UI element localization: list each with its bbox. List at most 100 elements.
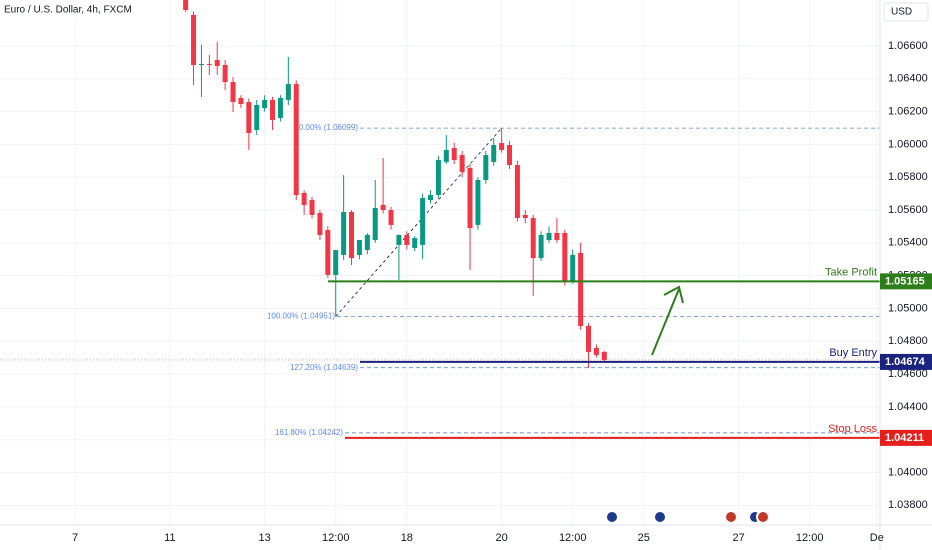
candle-body (214, 60, 220, 66)
plot-area: 0.00% (1.06099) 100.00% (1.04951) 127.20% … (0, 0, 880, 525)
candle-body (451, 147, 457, 160)
level-label: Take Profit (825, 266, 877, 278)
candle-body (191, 14, 197, 65)
price-tag-label: 1.05165 (885, 275, 925, 287)
candle-body (593, 347, 599, 356)
candle-body (317, 212, 323, 235)
y-tick-label: 1.04800 (888, 335, 928, 347)
y-tick-label: 1.04000 (888, 466, 928, 478)
candle-body (388, 210, 394, 225)
y-tick-label: 1.04400 (888, 401, 928, 413)
x-tick-label: 13 (259, 532, 271, 544)
candle-body (238, 97, 244, 105)
event-icons (605, 510, 770, 524)
y-tick-label: 1.05400 (888, 237, 928, 249)
candle-body (198, 63, 204, 65)
fib-label: 100.00% (1.04951) (267, 312, 335, 321)
candle-body (554, 232, 560, 241)
x-tick-label: 11 (164, 532, 175, 544)
candle-body (586, 325, 592, 352)
candle-body (499, 143, 505, 150)
x-tick-label: De (870, 532, 884, 544)
x-tick-label: 12:00 (559, 532, 587, 544)
candle-body (443, 149, 449, 162)
y-tick-label: 1.03800 (888, 499, 928, 511)
candle-body (380, 204, 386, 210)
candle-body (428, 195, 434, 200)
x-tick-label: 20 (495, 532, 507, 544)
currency: USD (891, 7, 912, 18)
candle-body (262, 99, 268, 108)
candle-body (546, 232, 552, 241)
event-icon[interactable] (724, 510, 738, 524)
x-tick-label: 25 (638, 532, 650, 544)
currency-box[interactable] (883, 2, 929, 22)
candle-body (356, 240, 362, 255)
candle-body (270, 99, 276, 120)
y-tick-label: 1.06600 (888, 40, 928, 52)
candle-body (183, 0, 189, 11)
candle-body (222, 64, 228, 83)
fib-label: 161.80% (1.04242) (275, 428, 343, 437)
y-tick-label: 1.05000 (888, 302, 928, 314)
event-icon[interactable] (653, 510, 667, 524)
candle-body (325, 230, 331, 275)
y-tick-label: 1.06000 (888, 138, 928, 150)
level-label: Buy Entry (829, 347, 877, 359)
candle-body (309, 199, 315, 215)
price-tag (880, 429, 932, 446)
candle-body (277, 97, 283, 118)
candle-body (372, 208, 378, 241)
candle-body (230, 82, 236, 103)
candle-body (301, 192, 307, 205)
arrow-head (663, 285, 684, 304)
axes: 1.06600 1.06400 1.06200 1.06000 1.05800 1.056… (72, 40, 932, 544)
fib-label: 127.20% (1.04639) (290, 363, 358, 372)
candle-body (285, 84, 291, 100)
x-tick-label: 12:00 (796, 532, 824, 544)
candle-body (562, 232, 568, 283)
candle-body (435, 159, 441, 196)
candle-body (349, 211, 355, 259)
event-icon[interactable] (605, 510, 619, 524)
candle-body (420, 198, 426, 245)
candle-body (475, 179, 481, 225)
x-tick-label: 7 (72, 532, 78, 544)
candle-body (570, 254, 576, 283)
y-tick-label: 1.05800 (888, 171, 928, 183)
price-tag (880, 273, 932, 290)
level-label: Stop Loss (828, 423, 877, 435)
x-tick-label: 12:00 (322, 532, 350, 544)
x-tick-label: 27 (732, 532, 744, 544)
chart-title: Euro / U.S. Dollar, 4h, FXCM (4, 5, 132, 16)
candle-body (538, 234, 544, 259)
candle-body (483, 155, 489, 180)
candle-body (254, 105, 260, 130)
candle-body (507, 145, 513, 166)
price-tag-label: 1.04674 (885, 356, 926, 368)
price-tag-label: 1.04211 (885, 432, 924, 444)
fib-label: 0.00% (1.06099) (299, 123, 358, 132)
candle-body (404, 234, 410, 245)
y-tick-label: 1.04600 (888, 368, 928, 380)
candle-body (530, 218, 536, 259)
candle-body (491, 145, 497, 162)
candle-body (396, 234, 402, 245)
candle-body (246, 102, 252, 134)
candle-body (333, 250, 339, 275)
arrow (651, 288, 680, 356)
x-tick-label: 18 (401, 532, 413, 544)
candle-body (578, 252, 584, 326)
event-icon[interactable] (756, 510, 770, 524)
price-tag (880, 353, 932, 370)
candle-body (467, 168, 473, 229)
candle-body (522, 214, 528, 219)
y-tick-label: 1.05600 (888, 204, 928, 216)
candle-body (293, 84, 299, 196)
candle-body (412, 238, 418, 249)
title-bg (0, 2, 142, 18)
candle-body (601, 351, 607, 360)
y-tick-label: 1.06400 (888, 73, 928, 85)
